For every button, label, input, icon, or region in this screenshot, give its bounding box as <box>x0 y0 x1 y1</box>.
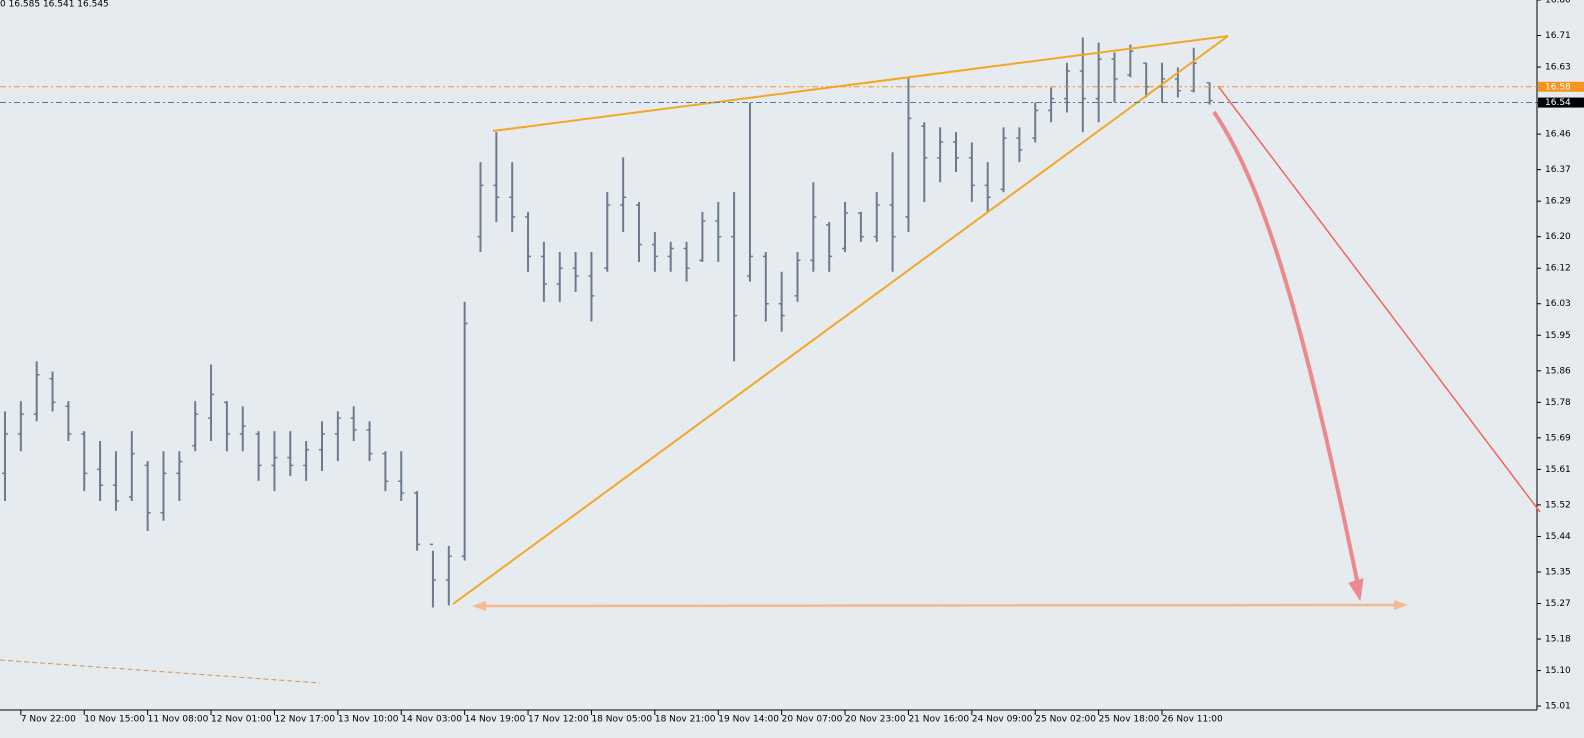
price-label-box <box>1538 81 1584 92</box>
y-tick-label: 15.95 <box>1545 331 1571 341</box>
header-text: 0 16.585 16.541 16.545 <box>0 0 109 10</box>
x-tick-label: 12 Nov 01:00 <box>211 715 272 725</box>
price-label-box <box>1538 97 1584 108</box>
y-tick-label: 16.03 <box>1545 299 1571 309</box>
y-tick-label: 15.18 <box>1545 635 1571 645</box>
x-tick-label: 18 Nov 21:00 <box>655 715 716 725</box>
x-tick-label: 24 Nov 09:00 <box>972 715 1033 725</box>
x-tick-label: 14 Nov 19:00 <box>465 715 526 725</box>
x-tick-label: 25 Nov 02:00 <box>1035 715 1096 725</box>
y-tick-label: 16.20 <box>1545 232 1571 242</box>
y-tick-label: 15.52 <box>1545 500 1571 510</box>
x-tick-label: 20 Nov 23:00 <box>845 715 906 725</box>
x-tick-label: 14 Nov 03:00 <box>401 715 462 725</box>
x-tick-label: 25 Nov 18:00 <box>1099 715 1160 725</box>
y-tick-label: 16.12 <box>1545 264 1571 274</box>
projection-arrow <box>1212 110 1362 596</box>
y-tick-label: 15.69 <box>1545 433 1571 443</box>
x-tick-label: 21 Nov 16:00 <box>908 715 969 725</box>
projection-line <box>1217 85 1541 513</box>
x-tick-label: 20 Nov 07:00 <box>782 715 843 725</box>
x-tick-label: 12 Nov 17:00 <box>274 715 335 725</box>
y-tick-label: 16.71 <box>1545 31 1571 41</box>
y-tick-label: 15.44 <box>1545 532 1571 542</box>
y-tick-label: 15.78 <box>1545 398 1571 408</box>
bars <box>2 37 1213 608</box>
y-tick-label: 15.10 <box>1545 666 1571 676</box>
arrow-head <box>1348 578 1364 602</box>
y-tick-label: 15.61 <box>1545 465 1571 475</box>
y-tick-label: 16.37 <box>1545 165 1571 175</box>
y-tick-label: 15.35 <box>1545 567 1571 577</box>
price-label: 16.54 <box>1545 98 1571 108</box>
y-tick-label: 16.29 <box>1545 197 1571 207</box>
resistance-line <box>492 35 1229 132</box>
dashed-trendline <box>0 659 321 684</box>
x-tick-label: 11 Nov 08:00 <box>148 715 209 725</box>
y-tick-label: 16.46 <box>1545 130 1571 140</box>
y-tick-label: 16.80 <box>1545 0 1571 6</box>
drawings <box>0 35 1541 684</box>
support-line <box>452 35 1229 605</box>
x-tick-label: 18 Nov 05:00 <box>591 715 652 725</box>
y-tick-label: 15.86 <box>1545 366 1571 376</box>
target-line <box>477 603 1401 608</box>
x-tick-label: 10 Nov 15:00 <box>84 715 145 725</box>
x-tick-label: 26 Nov 11:00 <box>1162 715 1223 725</box>
y-tick-label: 15.27 <box>1545 599 1571 609</box>
price-label: 16.58 <box>1545 82 1571 92</box>
y-tick-label: 15.01 <box>1545 702 1571 712</box>
y-tick-label: 16.63 <box>1545 63 1571 73</box>
x-tick-label: 7 Nov 22:00 <box>21 715 76 725</box>
x-tick-label: 13 Nov 10:00 <box>338 715 399 725</box>
x-tick-label: 19 Nov 14:00 <box>718 715 779 725</box>
x-tick-label: 17 Nov 12:00 <box>528 715 589 725</box>
